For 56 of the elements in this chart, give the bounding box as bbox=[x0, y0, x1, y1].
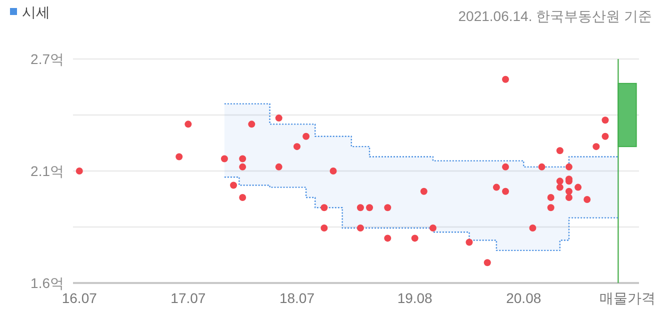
point bbox=[320, 204, 328, 212]
x-tick-label: 19.08 bbox=[397, 290, 433, 306]
point bbox=[502, 76, 510, 83]
point bbox=[556, 184, 564, 191]
point bbox=[230, 182, 238, 189]
point bbox=[275, 163, 282, 170]
point bbox=[302, 132, 310, 140]
point bbox=[466, 238, 473, 246]
x-tick-label: 18.07 bbox=[279, 290, 315, 306]
legend-label: 시세 bbox=[22, 4, 50, 20]
point bbox=[356, 224, 364, 232]
point bbox=[565, 194, 572, 201]
point bbox=[565, 188, 572, 195]
point bbox=[502, 163, 510, 170]
point bbox=[320, 224, 328, 232]
point bbox=[76, 168, 83, 174]
x-tick-label: 매물가격 bbox=[599, 290, 656, 306]
x-tick-label: 20.08 bbox=[506, 290, 542, 306]
point bbox=[275, 114, 282, 122]
y-tick-label: 2.1억 bbox=[30, 163, 64, 179]
point bbox=[529, 224, 536, 232]
y-tick-label: 1.6억 bbox=[30, 275, 64, 291]
point bbox=[384, 204, 392, 212]
point bbox=[565, 163, 572, 170]
point bbox=[176, 153, 183, 160]
point bbox=[184, 120, 192, 128]
point bbox=[556, 147, 564, 154]
point bbox=[592, 143, 600, 150]
point bbox=[574, 184, 582, 191]
point bbox=[538, 163, 546, 170]
point bbox=[239, 163, 246, 170]
point bbox=[248, 120, 256, 128]
text: 2021.06.14. 한국부동산원 기준 bbox=[458, 8, 652, 24]
point bbox=[366, 204, 374, 212]
point bbox=[492, 184, 500, 191]
point bbox=[293, 143, 300, 150]
x-tick-label: 17.07 bbox=[170, 290, 206, 306]
point bbox=[584, 196, 591, 204]
point bbox=[239, 155, 246, 162]
point bbox=[220, 155, 228, 162]
point bbox=[602, 116, 609, 124]
point bbox=[547, 204, 554, 212]
point bbox=[502, 188, 510, 195]
point bbox=[602, 132, 609, 140]
point bbox=[356, 204, 364, 212]
point bbox=[547, 194, 554, 201]
point bbox=[411, 234, 418, 242]
point bbox=[239, 194, 246, 201]
x-tick-label: 16.07 bbox=[62, 290, 98, 306]
y-tick-label: 2.7억 bbox=[30, 51, 64, 67]
point bbox=[330, 168, 337, 174]
point bbox=[556, 178, 564, 185]
point bbox=[384, 234, 392, 242]
point bbox=[420, 188, 428, 195]
point bbox=[429, 224, 436, 232]
point bbox=[484, 259, 491, 266]
